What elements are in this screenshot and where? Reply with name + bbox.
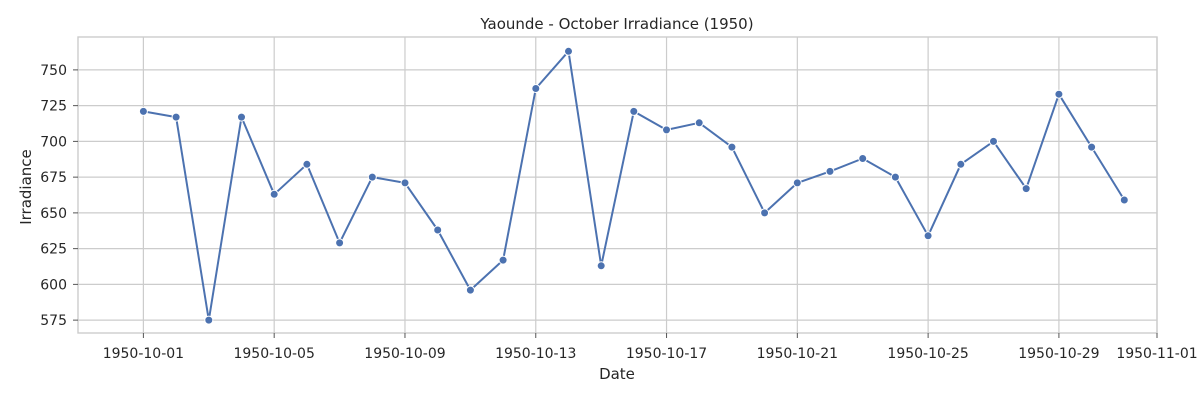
y-axis-label: Irradiance — [17, 149, 35, 225]
plot-area — [77, 36, 1158, 334]
x-tick-label: 1950-10-13 — [495, 346, 576, 362]
y-tick-label: 725 — [40, 99, 67, 115]
data-point — [237, 112, 246, 122]
data-point — [204, 315, 214, 325]
data-point — [433, 225, 443, 235]
y-axis: 575 600 625 650 675 700 725 750 — [40, 63, 78, 329]
data-point — [498, 255, 508, 265]
x-axis: 1950-10-01 1950-10-05 1950-10-09 1950-10-13… — [103, 333, 1198, 362]
data-point — [1119, 195, 1129, 205]
data-point — [890, 172, 900, 182]
data-point — [956, 159, 966, 169]
data-point — [400, 178, 410, 188]
x-tick-label: 1950-10-29 — [1018, 346, 1099, 362]
x-tick-label: 1950-10-25 — [887, 346, 968, 362]
y-tick-label: 575 — [40, 313, 67, 329]
data-point — [465, 285, 475, 295]
data-point — [858, 154, 868, 163]
chart-title: Yaounde - October Irradiance (1950) — [479, 15, 753, 33]
x-tick-label: 1950-10-09 — [364, 346, 445, 362]
data-point — [760, 208, 770, 218]
data-point — [694, 118, 704, 128]
data-point — [1021, 184, 1031, 194]
data-point — [596, 261, 606, 271]
grid — [78, 37, 1158, 333]
y-tick-label: 600 — [40, 277, 67, 293]
data-point — [727, 142, 737, 152]
data-point — [629, 106, 639, 116]
y-tick-label: 625 — [40, 242, 67, 258]
data-point — [1054, 89, 1064, 99]
data-point — [138, 106, 148, 116]
x-tick-label: 1950-10-01 — [103, 346, 184, 362]
series-line — [143, 50, 1126, 322]
x-axis-label: Date — [599, 365, 635, 383]
y-tick-label: 700 — [40, 134, 67, 150]
data-point — [269, 189, 279, 199]
x-tick-label: 1950-10-05 — [233, 346, 314, 362]
data-point — [302, 159, 312, 169]
x-tick-label: 1950-10-17 — [626, 346, 707, 362]
x-tick-label: 1950-10-21 — [757, 346, 838, 362]
data-point — [335, 238, 345, 248]
data-point — [367, 172, 377, 182]
data-point — [531, 84, 541, 93]
data-point — [989, 136, 998, 146]
data-point — [1087, 142, 1097, 152]
data-point — [792, 178, 802, 188]
x-tick-label: 1950-11-01 — [1116, 346, 1197, 362]
data-point — [825, 166, 835, 176]
data-point — [171, 112, 181, 122]
data-point — [662, 125, 671, 135]
y-tick-label: 750 — [40, 63, 67, 79]
y-tick-label: 675 — [40, 170, 67, 186]
data-point — [564, 46, 573, 56]
y-tick-label: 650 — [40, 206, 67, 222]
series — [138, 46, 1129, 325]
data-point — [923, 231, 933, 241]
